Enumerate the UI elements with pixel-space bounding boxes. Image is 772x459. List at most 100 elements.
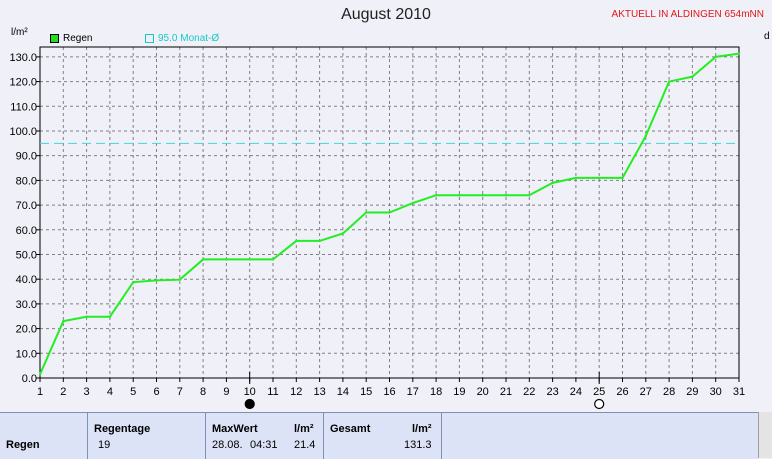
x-tick-label-3: 3 xyxy=(84,386,90,398)
x-tick-label-20: 20 xyxy=(477,386,489,398)
data-point-day-14 xyxy=(341,232,345,235)
secondary-axis-label: d xyxy=(764,31,770,42)
data-point-day-1 xyxy=(38,373,42,376)
x-tick-label-23: 23 xyxy=(546,386,558,398)
row-label: Regen xyxy=(6,439,40,451)
x-tick-label-15: 15 xyxy=(360,386,372,398)
data-point-day-13 xyxy=(318,239,321,243)
data-point-day-12 xyxy=(295,239,298,243)
x-tick-label-19: 19 xyxy=(453,386,465,398)
x-tick-label-31: 31 xyxy=(733,386,745,398)
x-tick-label-1: 1 xyxy=(37,386,43,398)
data-point-day-9 xyxy=(225,258,228,261)
regentage-cell: Regentage 19 xyxy=(88,413,206,459)
data-point-day-20 xyxy=(481,194,484,197)
x-tick-label-24: 24 xyxy=(570,386,582,398)
x-tick-label-16: 16 xyxy=(383,386,395,398)
x-tick-label-26: 26 xyxy=(616,386,628,398)
y-tick-label-13: 130.0 xyxy=(9,52,37,64)
data-point-day-11 xyxy=(271,258,275,261)
legend-monthly-average[interactable]: 95.0 Monat-Ø xyxy=(145,33,219,44)
maxwert-value: 21.4 xyxy=(294,439,316,451)
empty-cell xyxy=(442,413,758,459)
y-tick-label-7: 70.0 xyxy=(16,200,37,212)
legend-monthly-average-swatch xyxy=(145,34,154,43)
series-regen-points xyxy=(38,52,741,376)
data-point-day-31 xyxy=(737,52,741,55)
data-point-day-17 xyxy=(411,201,414,205)
chart-title: August 2010 xyxy=(341,6,431,23)
data-point-day-30 xyxy=(714,55,717,59)
x-tick-label-28: 28 xyxy=(663,386,675,398)
x-tick-label-29: 29 xyxy=(686,386,698,398)
data-point-day-10 xyxy=(248,258,251,261)
maxwert-unit: l/m² xyxy=(294,423,314,435)
gesamt-cell: Gesamt l/m² 131.3 xyxy=(324,413,442,459)
legend-monthly-average-label: 95.0 Monat-Ø xyxy=(158,33,220,44)
legend-regen-swatch xyxy=(50,34,59,43)
maxwert-header: MaxWert xyxy=(212,423,258,435)
rain-chart: 0.0 10.0 20.0 30.0 40.0 50.0 60.0 70.0 80.0 90.0 1… xyxy=(9,46,745,410)
data-point-day-22 xyxy=(528,194,531,197)
y-tick-label-2: 20.0 xyxy=(16,324,37,336)
y-axis-ticks: 0.0 10.0 20.0 30.0 40.0 50.0 60.0 70.0 80.0 90.0 1… xyxy=(9,52,40,385)
data-point-day-4 xyxy=(108,315,112,318)
data-point-day-29 xyxy=(691,75,694,78)
x-tick-label-25: 25 xyxy=(593,386,605,398)
x-tick-label-12: 12 xyxy=(290,386,302,398)
y-tick-label-10: 100.0 xyxy=(9,126,37,138)
x-tick-label-14: 14 xyxy=(337,386,349,398)
data-point-day-8 xyxy=(201,258,205,261)
data-point-day-18 xyxy=(434,194,438,197)
data-point-day-21 xyxy=(504,194,508,197)
data-point-day-15 xyxy=(365,211,368,214)
row-label-cell: Regen xyxy=(0,413,88,459)
x-tick-label-4: 4 xyxy=(107,386,113,398)
x-axis-ticks: 1 2 3 4 5 6 7 8 9 10 11 12 13 14 15 16 17 18 19 20 21 22 23 24 2… xyxy=(37,378,745,398)
legend-regen-label: Regen xyxy=(63,33,93,44)
maxwert-time: 04:31 xyxy=(250,439,278,451)
y-tick-label-8: 80.0 xyxy=(16,175,37,187)
data-point-day-28 xyxy=(667,80,671,83)
data-point-day-19 xyxy=(458,194,461,197)
regentage-header: Regentage xyxy=(94,423,151,435)
gesamt-unit: l/m² xyxy=(412,423,432,435)
station-label: AKTUELL IN ALDINGEN 654mNN xyxy=(611,9,764,20)
new-moon-icon xyxy=(244,398,255,410)
y-tick-label-6: 60.0 xyxy=(16,225,37,237)
y-tick-label-5: 50.0 xyxy=(16,249,37,261)
y-tick-label-11: 110.0 xyxy=(10,101,37,113)
x-tick-label-8: 8 xyxy=(200,386,206,398)
full-moon-icon xyxy=(594,398,605,410)
y-tick-label-0: 0.0 xyxy=(22,373,37,385)
gesamt-header: Gesamt xyxy=(330,423,371,435)
chart-grid xyxy=(40,47,739,378)
y-axis-label: l/m² xyxy=(11,27,28,38)
x-tick-label-13: 13 xyxy=(313,386,325,398)
data-point-day-24 xyxy=(574,176,578,180)
y-tick-label-3: 30.0 xyxy=(16,299,37,311)
maxwert-date: 28.08. xyxy=(212,439,243,451)
summary-table: Regen Regentage 19 MaxWert l/m² 28.08. 0… xyxy=(0,412,772,459)
gesamt-value: 131.3 xyxy=(404,439,432,451)
data-point-day-2 xyxy=(62,319,65,323)
moon-phase-markers xyxy=(244,372,605,410)
x-tick-label-18: 18 xyxy=(430,386,442,398)
x-tick-label-17: 17 xyxy=(407,386,419,398)
x-tick-label-9: 9 xyxy=(223,386,229,398)
x-tick-label-2: 2 xyxy=(60,386,66,398)
vertical-scrollbar[interactable] xyxy=(758,412,772,458)
data-point-day-25 xyxy=(598,176,601,180)
data-point-day-16 xyxy=(388,211,391,214)
y-tick-label-12: 120.0 xyxy=(9,77,37,89)
data-point-day-6 xyxy=(155,279,158,282)
x-tick-label-22: 22 xyxy=(523,386,535,398)
y-tick-label-9: 90.0 xyxy=(16,151,37,163)
data-point-day-26 xyxy=(621,176,624,180)
x-tick-label-11: 11 xyxy=(267,386,278,398)
regentage-value: 19 xyxy=(98,439,111,451)
x-tick-label-27: 27 xyxy=(640,386,652,398)
data-point-day-27 xyxy=(644,134,647,138)
legend-regen[interactable]: Regen xyxy=(50,33,92,44)
y-tick-label-1: 10.0 xyxy=(16,348,37,360)
